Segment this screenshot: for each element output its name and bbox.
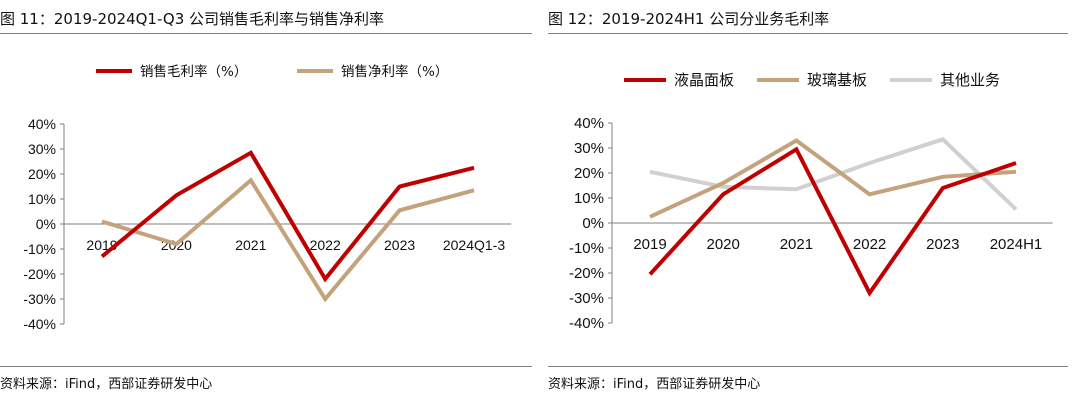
source-divider xyxy=(548,366,1068,367)
y-tick-label: 10% xyxy=(28,191,56,207)
y-tick-label: 40% xyxy=(28,116,56,132)
x-tick-label: 2022 xyxy=(853,236,886,253)
y-tick-label: 20% xyxy=(28,166,56,182)
figure-title: 图 11：2019-2024Q1-Q3 公司销售毛利率与销售净利率 xyxy=(0,10,385,28)
y-tick-label: -20% xyxy=(23,266,56,282)
y-tick-label: -10% xyxy=(569,240,604,257)
title-divider xyxy=(548,33,1068,34)
series-line xyxy=(100,150,475,283)
figure-title: 图 12：2019-2024H1 公司分业务毛利率 xyxy=(548,10,830,28)
y-tick-label: 30% xyxy=(28,141,56,157)
y-tick-label: -30% xyxy=(23,291,56,307)
series-line xyxy=(101,177,475,303)
line-chart-margins: 销售毛利率（%） 销售净利率（%） 40% 30% 20% 10% 0% -10% -20% -3… xyxy=(23,63,512,332)
y-tick-label: 20% xyxy=(574,165,604,182)
chart-panel-segment-margin: 图 12：2019-2024H1 公司分业务毛利率 液晶面板 玻璃基板 其他业务 40… xyxy=(548,0,1080,401)
y-tick-label: 0% xyxy=(36,216,56,232)
y-tick-label: -40% xyxy=(569,315,604,332)
source-divider xyxy=(0,366,532,367)
legend-label: 销售毛利率（%） xyxy=(140,63,247,80)
series-line xyxy=(648,146,1017,297)
legend-label: 销售净利率（%） xyxy=(341,63,448,80)
x-tick-label: 2023 xyxy=(926,236,959,253)
y-tick-label: -30% xyxy=(569,290,604,307)
x-tick-label: 2019 xyxy=(633,236,666,253)
y-tick-label: 40% xyxy=(574,115,604,132)
y-tick-label: 10% xyxy=(574,190,604,207)
line-chart-segments: 液晶面板 玻璃基板 其他业务 40% 30% 20% 10% 0% -10% -20% -30% -4… xyxy=(569,71,1053,332)
legend-label: 其他业务 xyxy=(940,71,1000,89)
x-tick-label: 2023 xyxy=(384,237,415,253)
chart-panel-gross-net-margin: 图 11：2019-2024Q1-Q3 公司销售毛利率与销售净利率 销售毛利率（… xyxy=(0,0,532,401)
y-tick-label: -20% xyxy=(569,265,604,282)
source-note: 资料来源：iFind，西部证券研发中心 xyxy=(0,377,213,392)
legend-label: 液晶面板 xyxy=(674,71,734,89)
series-line xyxy=(649,137,1018,211)
y-tick-label: 30% xyxy=(574,140,604,157)
y-tick-label: -40% xyxy=(23,316,56,332)
title-divider xyxy=(0,33,532,34)
y-tick-label: -10% xyxy=(23,241,56,257)
x-tick-label: 2022 xyxy=(310,237,341,253)
series-line xyxy=(649,138,1017,219)
x-tick-label: 2024H1 xyxy=(990,236,1043,253)
x-tick-label: 2021 xyxy=(780,236,813,253)
x-tick-label: 2020 xyxy=(707,236,740,253)
y-tick-label: 0% xyxy=(582,215,604,232)
legend-label: 玻璃基板 xyxy=(807,71,867,89)
source-note: 资料来源：iFind，西部证券研发中心 xyxy=(548,377,761,392)
x-tick-label: 2021 xyxy=(235,237,266,253)
x-tick-label: 2024Q1-3 xyxy=(443,237,505,253)
